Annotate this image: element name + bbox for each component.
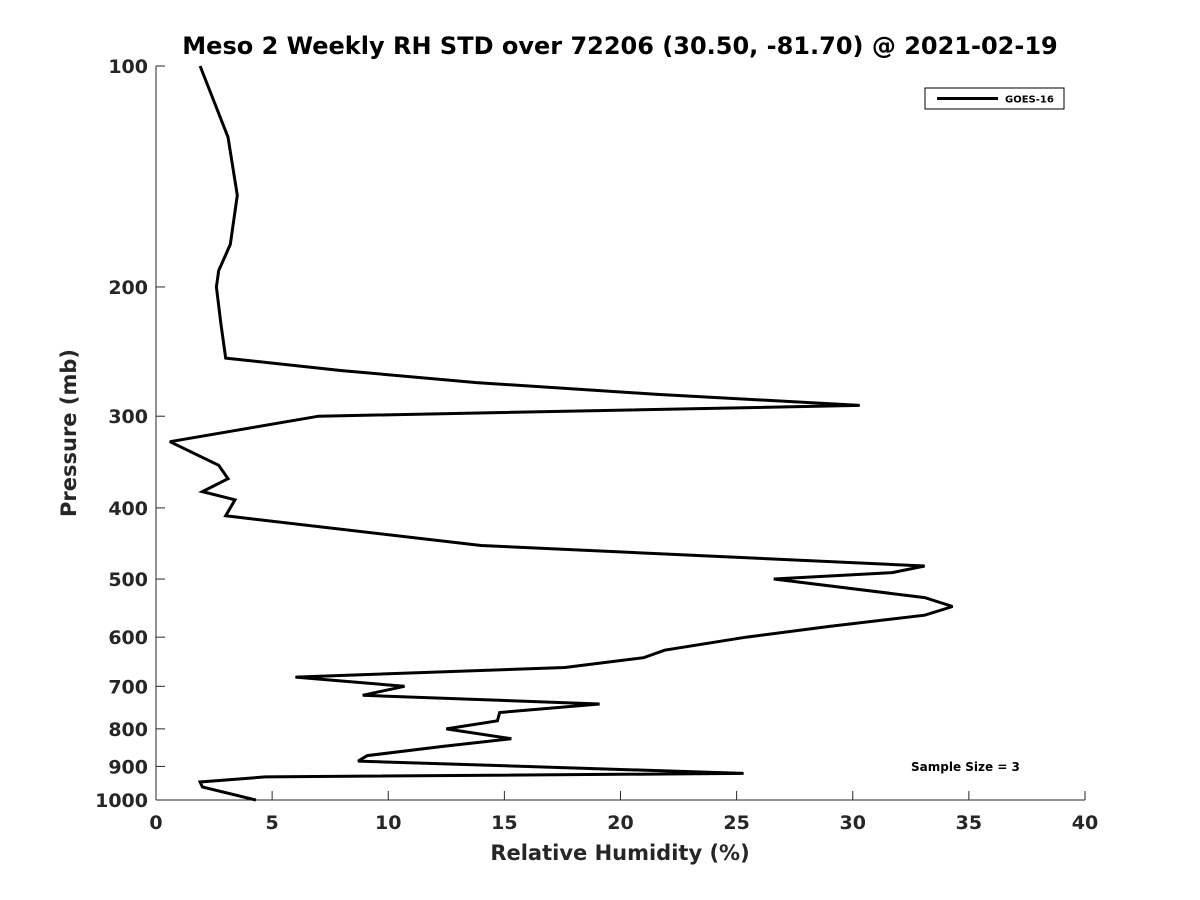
y-tick-label: 800 <box>108 719 148 741</box>
sample-size-annotation: Sample Size = 3 <box>911 760 1020 774</box>
y-tick-label: 1000 <box>95 790 148 812</box>
x-tick-label: 15 <box>491 812 517 834</box>
y-tick-label: 300 <box>108 406 148 428</box>
series-layer <box>169 65 954 802</box>
x-tick-label: 20 <box>607 812 633 834</box>
plot-area <box>156 66 1085 800</box>
x-axis-ticks: 0 5 10 15 20 25 30 35 40 <box>149 791 1098 834</box>
x-tick-label: 10 <box>375 812 401 834</box>
chart-title: Meso 2 Weekly RH STD over 72206 (30.50, … <box>182 32 1057 60</box>
y-tick-label: 600 <box>108 627 148 649</box>
y-tick-label: 200 <box>108 277 148 299</box>
x-tick-label: 0 <box>149 812 162 834</box>
y-tick-label: 400 <box>108 498 148 520</box>
y-axis-ticks: 100 200 300 400 500 600 700 800 900 1000 <box>95 56 165 812</box>
legend-entry-goes-16: GOES-16 <box>1005 95 1054 106</box>
y-tick-label: 900 <box>108 756 148 778</box>
x-axis-label: Relative Humidity (%) <box>490 841 749 865</box>
series-line-goes-16 <box>169 65 954 802</box>
y-tick-label: 700 <box>108 676 148 698</box>
x-tick-label: 5 <box>266 812 279 834</box>
y-axis-label: Pressure (mb) <box>57 349 81 517</box>
x-tick-label: 25 <box>723 812 749 834</box>
y-tick-label: 500 <box>108 569 148 591</box>
legend: GOES-16 <box>924 87 1065 110</box>
x-tick-label: 35 <box>956 812 982 834</box>
x-tick-label: 40 <box>1072 812 1098 834</box>
y-tick-label: 100 <box>108 56 148 78</box>
x-tick-label: 30 <box>840 812 866 834</box>
